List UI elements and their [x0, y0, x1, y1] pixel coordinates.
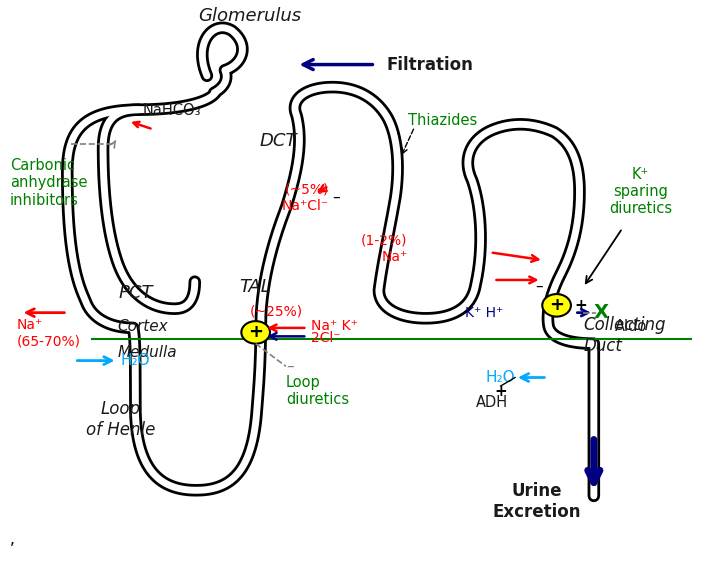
Text: (~25%): (~25%): [250, 304, 303, 318]
Text: Collecting
Duct: Collecting Duct: [583, 316, 666, 355]
Text: K⁺ H⁺: K⁺ H⁺: [465, 305, 503, 320]
Circle shape: [241, 321, 270, 344]
Text: +: +: [495, 384, 507, 399]
Text: Cortex: Cortex: [118, 319, 168, 333]
Text: –: –: [535, 279, 542, 293]
Text: Medulla: Medulla: [118, 345, 177, 360]
Text: Glomerulus: Glomerulus: [199, 7, 302, 25]
Text: X: X: [593, 303, 609, 322]
Text: ADH: ADH: [476, 395, 508, 410]
Text: PCT: PCT: [118, 284, 152, 302]
Text: Urine
Excretion: Urine Excretion: [492, 482, 580, 521]
Circle shape: [542, 294, 571, 317]
Text: NaHCO₃: NaHCO₃: [142, 103, 201, 118]
Text: (1-2%)
Na⁺: (1-2%) Na⁺: [361, 234, 407, 264]
Text: 2Cl⁻: 2Cl⁻: [311, 331, 341, 345]
Text: Na⁺
(65-70%): Na⁺ (65-70%): [17, 318, 81, 348]
Text: Aldo: Aldo: [615, 319, 648, 334]
Text: TAL: TAL: [239, 279, 271, 296]
Text: Na⁺ K⁺: Na⁺ K⁺: [311, 319, 357, 333]
Text: K⁺
sparing
diuretics: K⁺ sparing diuretics: [609, 166, 672, 216]
Text: +: +: [549, 296, 564, 315]
Text: H₂O: H₂O: [121, 353, 151, 368]
Text: Loop
of Henle: Loop of Henle: [87, 400, 156, 439]
Text: –: –: [332, 189, 340, 205]
Text: Loop
diuretics: Loop diuretics: [286, 375, 349, 407]
Text: +: +: [248, 323, 264, 341]
Text: Filtration: Filtration: [386, 55, 473, 74]
Text: –: –: [286, 359, 293, 374]
Text: H₂O: H₂O: [485, 370, 515, 385]
Text: +: +: [575, 298, 587, 313]
Text: ,: ,: [10, 531, 15, 547]
Text: (~5%)
Na⁺Cl⁻: (~5%) Na⁺Cl⁻: [282, 183, 329, 213]
Text: Thiazides: Thiazides: [407, 113, 477, 129]
Text: DCT: DCT: [260, 132, 297, 150]
Text: Carbonic
anhydrase
inhibitors: Carbonic anhydrase inhibitors: [10, 158, 87, 208]
